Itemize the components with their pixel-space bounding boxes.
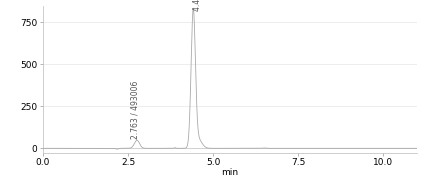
Text: 2.763 / 493006: 2.763 / 493006 xyxy=(130,81,139,140)
Text: 4.418 / 7857556: 4.418 / 7857556 xyxy=(192,0,201,12)
X-axis label: min: min xyxy=(221,169,239,177)
